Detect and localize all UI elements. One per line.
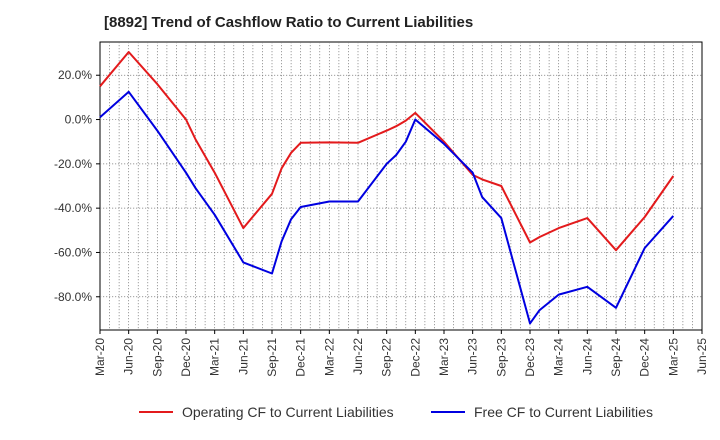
y-tick-label: 0.0% bbox=[65, 113, 93, 127]
x-tick-label: Sep-22 bbox=[380, 338, 394, 377]
series-line-operating-cf bbox=[99, 51, 675, 252]
x-tick-label: Mar-21 bbox=[208, 338, 222, 376]
legend-item-operating-cf: Operating CF to Current Liabilities bbox=[139, 404, 394, 420]
x-tick-label: Sep-23 bbox=[494, 338, 508, 377]
x-tick-label: Dec-21 bbox=[294, 338, 308, 377]
plot-area-border bbox=[99, 41, 703, 331]
x-tick-label: Jun-20 bbox=[122, 338, 136, 375]
x-tick-label: Sep-24 bbox=[609, 338, 623, 377]
x-grid-lines bbox=[109, 42, 693, 330]
legend: Operating CF to Current Liabilities Free… bbox=[0, 404, 720, 426]
x-tick-label: Sep-20 bbox=[150, 338, 164, 377]
legend-label-operating-cf: Operating CF to Current Liabilities bbox=[182, 404, 394, 420]
y-axis: 20.0% 0.0% -20.0% -40.0% -60.0% -80.0% bbox=[54, 68, 100, 304]
y-tick-label: -80.0% bbox=[54, 290, 92, 304]
x-tick-label: Mar-22 bbox=[322, 338, 336, 376]
x-tick-label: Jun-21 bbox=[236, 338, 250, 375]
y-tick-label: -60.0% bbox=[54, 245, 92, 259]
y-tick-label: 20.0% bbox=[58, 68, 92, 82]
y-tick-label: -40.0% bbox=[54, 201, 92, 215]
series-line-free-cf bbox=[99, 90, 675, 325]
legend-swatch-free-cf bbox=[431, 411, 465, 413]
x-tick-label: Dec-23 bbox=[523, 338, 537, 377]
x-tick-label: Mar-25 bbox=[666, 338, 680, 376]
x-tick-label: Dec-24 bbox=[638, 338, 652, 377]
series-lines bbox=[99, 51, 675, 325]
x-tick-label: Dec-20 bbox=[179, 338, 193, 377]
legend-label-free-cf: Free CF to Current Liabilities bbox=[474, 404, 653, 420]
x-tick-label: Sep-21 bbox=[265, 338, 279, 377]
x-axis: Mar-20 Jun-20 Sep-20 Dec-20 Mar-21 Jun-21 Sep-… bbox=[93, 330, 709, 377]
x-tick-label: Jun-22 bbox=[351, 338, 365, 375]
legend-swatch-operating-cf bbox=[139, 411, 173, 413]
x-tick-label: Mar-23 bbox=[437, 338, 451, 376]
x-tick-label: Mar-24 bbox=[552, 338, 566, 376]
x-tick-label: Jun-25 bbox=[695, 338, 709, 375]
x-tick-label: Dec-22 bbox=[408, 338, 422, 377]
y-tick-label: -20.0% bbox=[54, 157, 92, 171]
y-grid-lines bbox=[100, 74, 702, 298]
chart-title: [8892] Trend of Cashflow Ratio to Curren… bbox=[104, 14, 474, 31]
x-tick-label: Jun-23 bbox=[466, 338, 480, 375]
x-tick-label: Jun-24 bbox=[580, 338, 594, 375]
x-tick-label: Mar-20 bbox=[93, 338, 107, 376]
legend-item-free-cf: Free CF to Current Liabilities bbox=[431, 404, 653, 420]
